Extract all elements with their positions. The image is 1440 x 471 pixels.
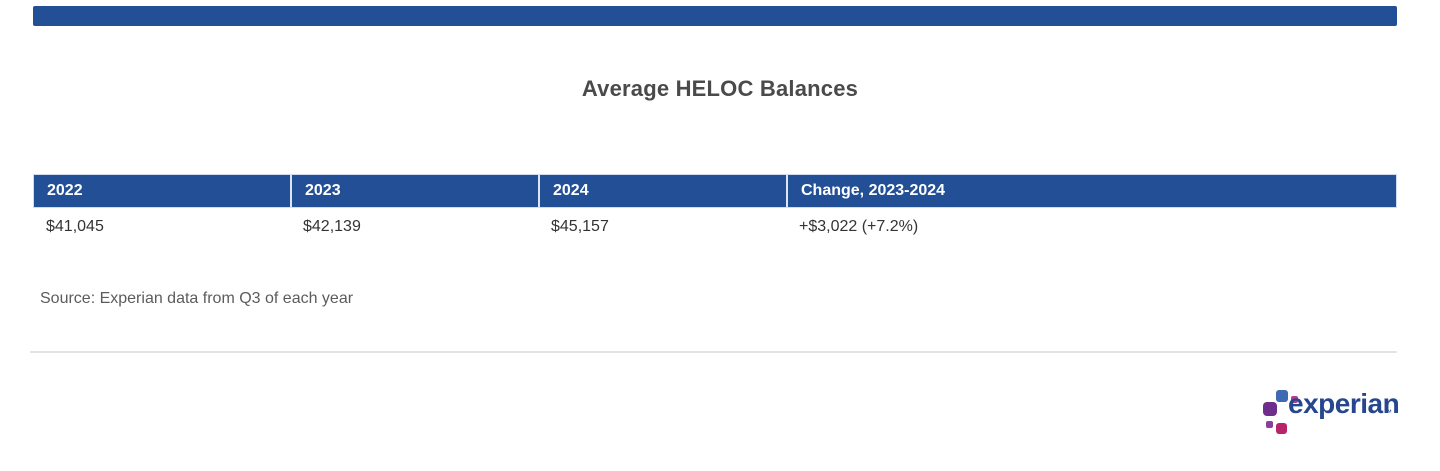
footer-divider xyxy=(30,351,1397,353)
experian-logo-block-magenta-icon xyxy=(1291,396,1298,403)
experian-logo-block-blue-icon xyxy=(1276,390,1288,402)
column-header-2023: 2023 xyxy=(290,174,538,208)
top-accent-bar xyxy=(33,6,1397,26)
experian-logo-block-violet-icon xyxy=(1266,421,1273,428)
trademark-symbol: ™ xyxy=(1384,408,1392,417)
experian-logo-block-purple-icon xyxy=(1263,402,1277,416)
experian-wordmark: experian xyxy=(1288,388,1400,419)
table-row: $41,045 $42,139 $45,157 +$3,022 (+7.2%) xyxy=(33,208,1397,245)
heloc-balances-table: 2022 2023 2024 Change, 2023-2024 $41,045… xyxy=(33,174,1397,245)
column-header-change: Change, 2023-2024 xyxy=(786,174,1397,208)
table-header-row: 2022 2023 2024 Change, 2023-2024 xyxy=(33,174,1397,208)
page-title: Average HELOC Balances xyxy=(581,76,859,101)
cell-balance-2024: $45,157 xyxy=(538,208,786,245)
cell-balance-2022: $41,045 xyxy=(33,208,290,245)
cell-balance-2023: $42,139 xyxy=(290,208,538,245)
source-note: Source: Experian data from Q3 of each ye… xyxy=(40,290,354,307)
experian-logo-block-crimson-icon xyxy=(1276,423,1287,434)
column-header-2024: 2024 xyxy=(538,174,786,208)
column-header-2022: 2022 xyxy=(33,174,290,208)
experian-logo: experian ™ xyxy=(1258,384,1418,440)
cell-change-2023-2024: +$3,022 (+7.2%) xyxy=(786,208,1397,245)
